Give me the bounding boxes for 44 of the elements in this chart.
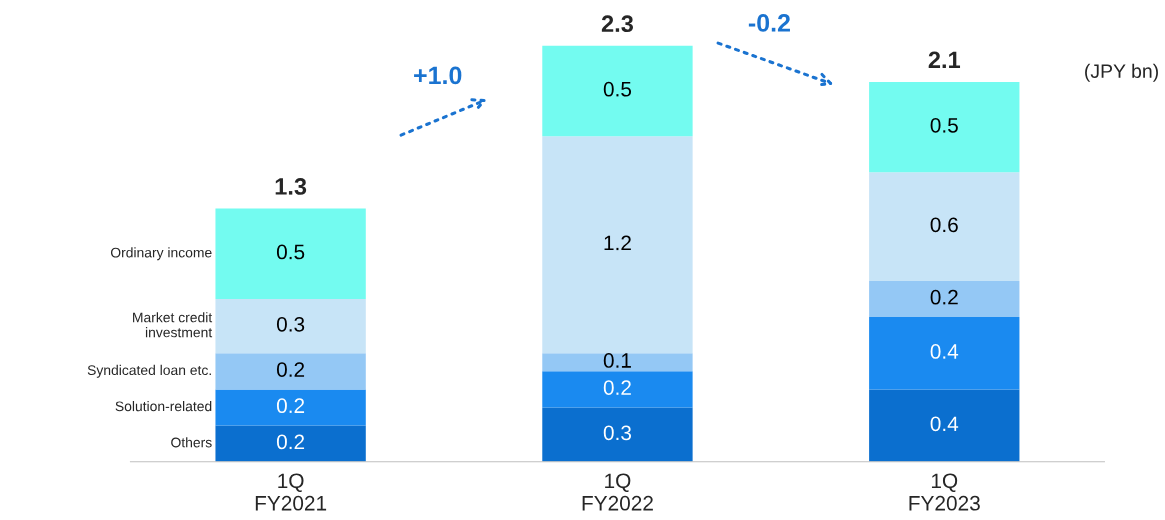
series-label: Solution-related <box>115 401 212 412</box>
annotation: (JPY bn) <box>1085 63 1158 82</box>
bar <box>542 353 693 372</box>
bar <box>215 425 366 462</box>
data-label: 0.2 <box>276 398 305 414</box>
data-label: 0.5 <box>930 117 958 133</box>
total-label: 1.3 <box>275 178 307 195</box>
series-label: Ordinary income <box>110 247 212 261</box>
bar <box>869 317 1020 390</box>
bar <box>215 353 366 390</box>
series-label: Others <box>171 437 212 448</box>
bar <box>215 389 366 426</box>
bar <box>869 280 1020 318</box>
bar <box>542 371 693 408</box>
data-label: 0.4 <box>930 416 959 432</box>
series-label: Syndicated loan etc. <box>87 364 211 378</box>
bar <box>215 298 366 354</box>
total-label: 2.3 <box>601 15 634 33</box>
data-label: 1.2 <box>604 235 631 251</box>
data-label: 0.3 <box>603 425 632 441</box>
series-label: Market credit investment <box>133 312 213 338</box>
data-label: 0.2 <box>930 289 958 305</box>
x-tick-label: 1Q FY2022 <box>582 473 653 511</box>
data-label: 0.5 <box>276 244 305 260</box>
data-label: 0.5 <box>603 81 632 97</box>
data-label: 0.2 <box>603 380 631 395</box>
bar <box>869 81 1020 173</box>
data-label: 0.3 <box>276 316 305 332</box>
data-label: 0.4 <box>930 344 959 359</box>
data-label: 0.6 <box>930 217 958 233</box>
annotation: +1.0 <box>414 66 462 85</box>
bar <box>869 172 1020 281</box>
total-label: 2.1 <box>928 51 961 68</box>
x-tick-label: 1Q FY2023 <box>909 473 980 511</box>
bar <box>542 136 693 354</box>
bar <box>869 389 1020 462</box>
x-tick-label: 1Q FY2021 <box>255 473 327 511</box>
data-label: 0.1 <box>603 353 631 368</box>
bar <box>215 208 366 299</box>
text: -0.2 <box>748 14 790 32</box>
bar <box>542 45 693 137</box>
data-label: 0.2 <box>276 434 305 450</box>
bar <box>542 407 693 462</box>
data-label: 0.2 <box>276 362 305 377</box>
